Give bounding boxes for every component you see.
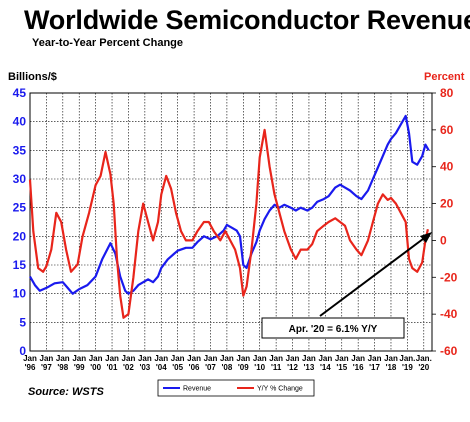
right-tick-label: 60 (440, 123, 454, 137)
x-tick-label-top: Jan (384, 354, 398, 363)
x-tick-label-bottom: '19 (402, 363, 413, 372)
x-tick-label-top: Jan (154, 354, 168, 363)
right-tick-label: 40 (440, 160, 454, 174)
x-tick-label-bottom: '04 (156, 363, 167, 372)
legend-label-yoy: Y/Y % Change (257, 386, 303, 393)
right-tick-label: -20 (440, 270, 458, 284)
grid (29, 92, 433, 352)
x-tick-label-bottom: '98 (57, 363, 68, 372)
x-tick-label-top: Jan (286, 354, 300, 363)
right-tick-label: 0 (440, 233, 447, 247)
x-tick-label-top: Jan (236, 354, 250, 363)
legend: Revenue Y/Y % Change (157, 379, 315, 397)
x-tick-label-bottom: '99 (74, 363, 85, 372)
y-right-axis-label: Percent (424, 71, 465, 83)
x-tick-label-top: Jan (204, 354, 218, 363)
x-tick-label-bottom: '13 (304, 363, 315, 372)
x-tick-label-top: Jan (253, 354, 267, 363)
right-tick-label: 20 (440, 197, 454, 211)
legend-box (157, 379, 315, 397)
x-tick-label-top: Jan (122, 354, 136, 363)
annotation-box (261, 317, 405, 339)
x-tick-label-top: Jan (351, 354, 365, 363)
plot-area (29, 92, 433, 352)
x-tick-label-bottom: '96 (25, 363, 36, 372)
chart-subtitle: Year-to-Year Percent Change (32, 37, 184, 49)
left-tick-label: 0 (19, 344, 26, 358)
left-tick-label: 40 (13, 115, 27, 129)
x-tick-label-top: Jan (23, 354, 37, 363)
yoy-change-line (28, 128, 429, 319)
x-tick-label-top: Jan (105, 354, 119, 363)
x-tick-label-top: Jan (72, 354, 86, 363)
x-tick-label-top: Jan (89, 354, 103, 363)
x-tick-label-bottom: '07 (205, 363, 216, 372)
x-tick-label-bottom: '17 (369, 363, 380, 372)
left-tick-label: 35 (13, 143, 27, 157)
series-layer (28, 114, 430, 319)
left-tick-label: 25 (13, 201, 27, 215)
x-tick-label-bottom: '06 (189, 363, 200, 372)
annotation-arrow-head (420, 232, 432, 243)
x-tick-label-bottom: '20 (418, 363, 429, 372)
y-left-axis-label: Billions/$ (8, 71, 57, 83)
annotation-layer: Apr. '20 = 6.1% Y/Y (261, 232, 432, 339)
x-tick-label-top: Jan (171, 354, 185, 363)
x-tick-label-bottom: '12 (287, 363, 298, 372)
x-tick-label-top: Jan. (399, 354, 415, 363)
chart-title: Worldwide Semiconductor Revenues (24, 5, 470, 35)
x-tick-label-bottom: '08 (221, 363, 232, 372)
x-tick-label-top: Jan (187, 354, 201, 363)
x-tick-label-bottom: '18 (386, 363, 397, 372)
x-tick-label-bottom: '09 (238, 363, 249, 372)
axes: 051015202530354045-60-40-20020406080Jan'… (8, 71, 465, 372)
legend-label-revenue: Revenue (183, 386, 211, 393)
x-tick-label-top: Jan. (416, 354, 432, 363)
x-tick-label-top: Jan (302, 354, 316, 363)
x-tick-label-bottom: '10 (254, 363, 265, 372)
x-tick-label-bottom: '01 (107, 363, 118, 372)
x-tick-label-bottom: '03 (139, 363, 150, 372)
left-tick-label: 45 (13, 86, 27, 100)
x-tick-label-top: Jan (138, 354, 152, 363)
right-tick-label: -40 (440, 307, 458, 321)
x-tick-label-top: Jan (220, 354, 234, 363)
annotation-text: Apr. '20 = 6.1% Y/Y (289, 324, 378, 335)
left-tick-label: 10 (13, 287, 27, 301)
right-tick-label: -60 (440, 344, 458, 358)
x-tick-label-bottom: '11 (271, 363, 282, 372)
left-tick-label: 15 (13, 258, 27, 272)
source-note: Source: WSTS (28, 386, 104, 398)
x-tick-label-top: Jan (335, 354, 349, 363)
annotation-arrow-line (319, 235, 428, 317)
x-tick-label-top: Jan (269, 354, 283, 363)
x-tick-label-bottom: '05 (172, 363, 183, 372)
x-tick-label-bottom: '97 (41, 363, 52, 372)
left-tick-label: 30 (13, 172, 27, 186)
x-tick-label-top: Jan (368, 354, 382, 363)
right-tick-label: 80 (440, 86, 454, 100)
revenue-line (29, 114, 430, 295)
x-tick-label-bottom: '16 (353, 363, 364, 372)
x-tick-label-bottom: '02 (123, 363, 134, 372)
x-tick-label-top: Jan (318, 354, 332, 363)
x-tick-label-bottom: '14 (320, 363, 331, 372)
left-tick-label: 20 (13, 229, 27, 243)
x-tick-label-bottom: '00 (90, 363, 101, 372)
x-tick-label-top: Jan (40, 354, 54, 363)
left-tick-label: 5 (19, 315, 26, 329)
x-tick-label-bottom: '15 (336, 363, 347, 372)
x-tick-label-top: Jan (56, 354, 70, 363)
